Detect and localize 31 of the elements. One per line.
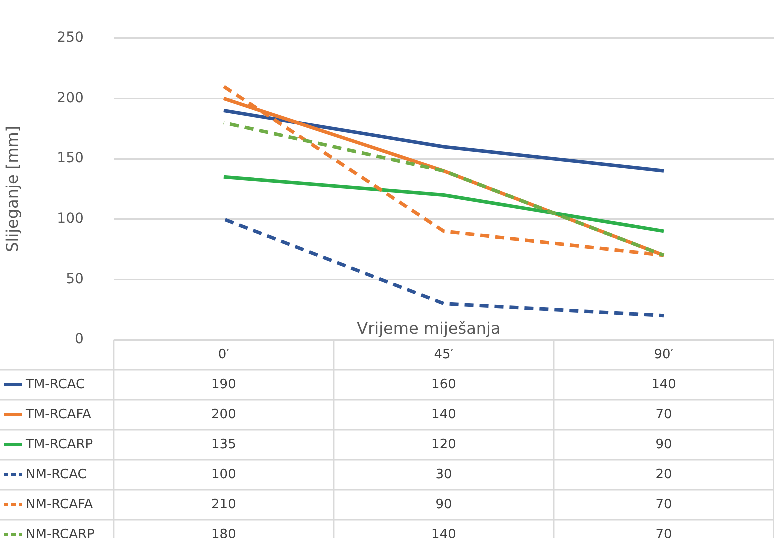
y-tick-label: 0 [75, 332, 84, 348]
data-label: 200 [212, 407, 236, 422]
data-label: 190 [212, 377, 236, 392]
x-tick-label: 45′ [434, 347, 454, 362]
data-label: 70 [656, 407, 672, 422]
legend-label: TM-RCAC [25, 377, 86, 392]
data-label: 70 [656, 497, 672, 512]
y-axis-title: Slijeganje [mm] [2, 126, 22, 252]
y-tick-label: 150 [57, 150, 84, 167]
data-label: 90 [656, 437, 672, 452]
data-label: 90 [436, 497, 452, 512]
y-tick-label: 100 [57, 211, 84, 227]
legend-label: NM-RCAFA [26, 497, 94, 512]
data-label: 160 [432, 377, 456, 392]
legend-label: TM-RCARP [25, 437, 94, 452]
data-label: 20 [656, 467, 672, 482]
x-tick-label: 0′ [218, 347, 230, 362]
y-tick-label: 250 [57, 30, 84, 46]
x-tick-label: 90′ [654, 347, 674, 362]
x-axis-title: Vrijeme miješanja [357, 319, 501, 338]
data-label: 140 [432, 407, 456, 422]
data-label: 100 [212, 467, 236, 482]
data-label: 140 [652, 377, 676, 392]
data-label: 120 [432, 437, 456, 452]
data-label: 30 [436, 467, 452, 482]
legend-label: NM-RCAC [26, 467, 87, 482]
legend-label: TM-RCAFA [25, 407, 92, 422]
data-label: 135 [212, 437, 236, 452]
y-tick-label: 200 [57, 90, 84, 106]
y-tick-label: 50 [66, 271, 84, 288]
data-label: 210 [212, 497, 236, 512]
